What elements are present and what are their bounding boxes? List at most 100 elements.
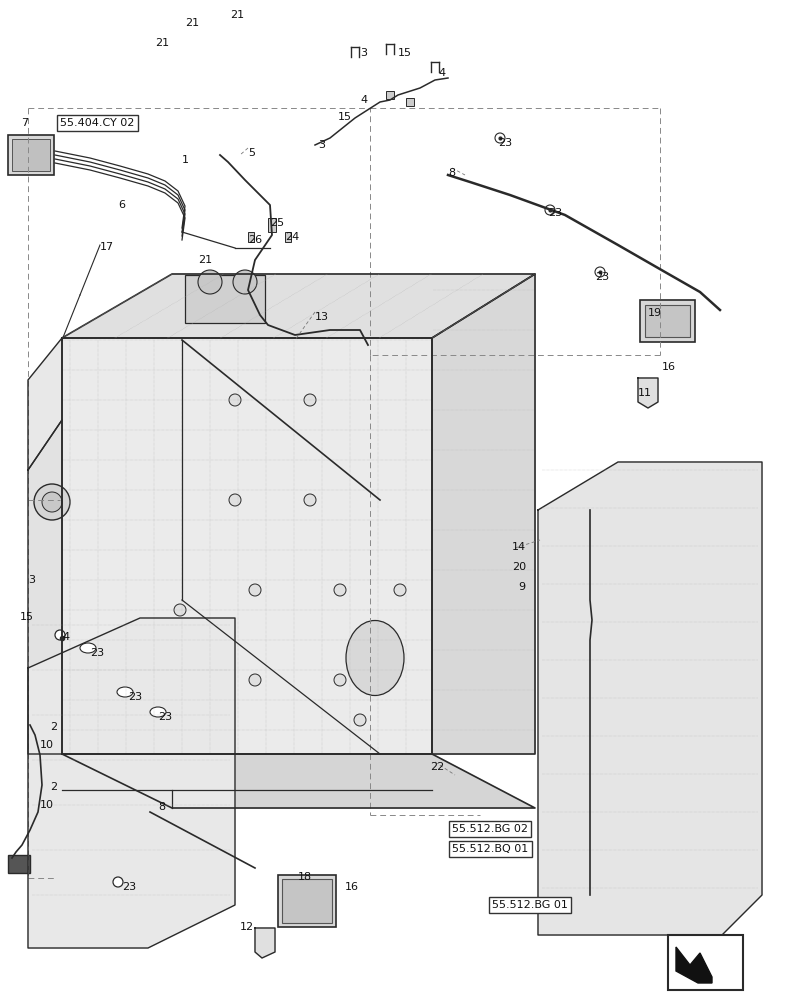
Circle shape (333, 584, 345, 596)
Bar (185, 275, 264, 323)
Circle shape (594, 267, 604, 277)
Text: 23: 23 (158, 712, 172, 722)
Text: 4: 4 (437, 68, 444, 78)
Polygon shape (28, 338, 62, 470)
Text: 8: 8 (448, 168, 454, 178)
Bar (406, 98, 414, 106)
Polygon shape (676, 947, 711, 983)
Text: 16: 16 (661, 362, 676, 372)
Bar (639, 300, 694, 342)
Text: 10: 10 (40, 740, 54, 750)
Text: 15: 15 (337, 112, 351, 122)
Circle shape (113, 877, 122, 887)
Polygon shape (28, 420, 62, 754)
Text: 3: 3 (28, 575, 35, 585)
Text: 23: 23 (547, 208, 561, 218)
Text: 25: 25 (270, 218, 284, 228)
Text: 12: 12 (240, 922, 254, 932)
Polygon shape (255, 928, 275, 958)
Text: 24: 24 (285, 232, 299, 242)
Circle shape (174, 604, 186, 616)
Bar (644, 305, 689, 337)
Circle shape (229, 494, 241, 506)
Text: 23: 23 (497, 138, 512, 148)
Text: 6: 6 (118, 200, 125, 210)
Circle shape (55, 630, 65, 640)
Text: 55.512.BG 02: 55.512.BG 02 (452, 824, 527, 834)
Text: 21: 21 (155, 38, 169, 48)
Bar (385, 91, 393, 99)
Bar (268, 218, 276, 232)
Ellipse shape (345, 620, 404, 696)
Text: 11: 11 (637, 388, 651, 398)
Text: 26: 26 (247, 235, 262, 245)
Circle shape (354, 714, 366, 726)
Text: 23: 23 (128, 692, 142, 702)
Circle shape (249, 674, 260, 686)
Bar (285, 232, 290, 242)
Circle shape (544, 205, 554, 215)
Text: 17: 17 (100, 242, 114, 252)
Text: 5: 5 (247, 148, 255, 158)
Ellipse shape (150, 707, 165, 717)
Bar (277, 875, 336, 927)
Text: 8: 8 (158, 802, 165, 812)
Circle shape (249, 584, 260, 596)
Bar (667, 935, 742, 990)
Circle shape (495, 133, 504, 143)
Polygon shape (62, 338, 431, 754)
Text: 13: 13 (315, 312, 328, 322)
Bar (8, 855, 30, 873)
Text: 23: 23 (122, 882, 136, 892)
Text: 55.512.BQ 01: 55.512.BQ 01 (452, 844, 528, 854)
Text: 23: 23 (90, 648, 104, 658)
Text: 9: 9 (517, 582, 525, 592)
Text: 3: 3 (318, 140, 324, 150)
Text: 19: 19 (647, 308, 661, 318)
Text: 1: 1 (182, 155, 189, 165)
Bar (8, 135, 54, 175)
Bar (281, 879, 332, 923)
Text: 21: 21 (230, 10, 244, 20)
Text: 7: 7 (21, 118, 28, 128)
Bar (12, 139, 50, 171)
Text: 21: 21 (185, 18, 199, 28)
Text: 22: 22 (430, 762, 444, 772)
Circle shape (393, 584, 406, 596)
Text: 4: 4 (359, 95, 367, 105)
Text: 3: 3 (359, 48, 367, 58)
Text: 55.404.CY 02: 55.404.CY 02 (60, 118, 134, 128)
Polygon shape (28, 618, 234, 948)
Circle shape (303, 394, 315, 406)
Ellipse shape (80, 643, 96, 653)
Text: 20: 20 (512, 562, 526, 572)
Circle shape (233, 270, 257, 294)
Polygon shape (637, 378, 657, 408)
Ellipse shape (117, 687, 133, 697)
Circle shape (194, 704, 206, 716)
Text: 2: 2 (50, 722, 57, 732)
Text: 18: 18 (298, 872, 311, 882)
Polygon shape (62, 754, 534, 808)
Text: 16: 16 (345, 882, 358, 892)
Text: 14: 14 (512, 542, 526, 552)
Circle shape (333, 674, 345, 686)
Text: 10: 10 (40, 800, 54, 810)
Ellipse shape (111, 620, 169, 696)
Bar (247, 232, 254, 242)
Text: 21: 21 (198, 255, 212, 265)
Text: 15: 15 (20, 612, 34, 622)
Polygon shape (431, 274, 534, 754)
Text: 4: 4 (62, 632, 69, 642)
Circle shape (198, 270, 221, 294)
Polygon shape (538, 462, 761, 935)
Circle shape (34, 484, 70, 520)
Text: 15: 15 (397, 48, 411, 58)
Circle shape (42, 492, 62, 512)
Circle shape (303, 494, 315, 506)
Text: 2: 2 (50, 782, 57, 792)
Circle shape (229, 394, 241, 406)
Text: 23: 23 (594, 272, 608, 282)
Text: 55.512.BG 01: 55.512.BG 01 (491, 900, 567, 910)
Polygon shape (62, 274, 534, 338)
